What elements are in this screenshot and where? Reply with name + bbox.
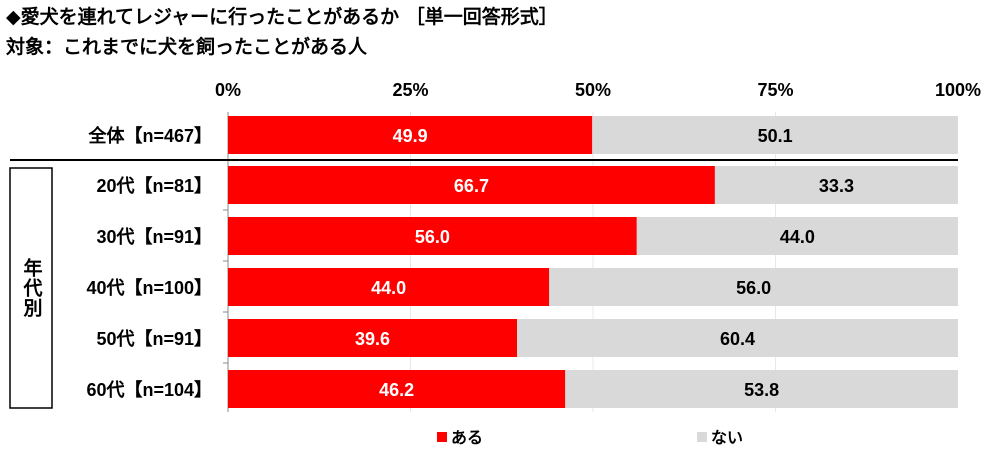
data-label: 33.3 <box>819 176 854 196</box>
group-label: 年代別 <box>20 258 42 318</box>
group-label-container: 年代別 <box>10 168 52 408</box>
legend-swatch <box>697 432 707 442</box>
category-label: 50代【n=91】 <box>96 329 212 349</box>
group-label-box <box>9 167 53 409</box>
data-label: 44.0 <box>780 227 815 247</box>
bar-nai <box>714 166 958 204</box>
x-tick-label: 25% <box>392 80 428 100</box>
data-label: 60.4 <box>720 329 755 349</box>
bar-aru <box>228 217 637 255</box>
data-label: 66.7 <box>454 176 489 196</box>
data-label: 56.0 <box>415 227 450 247</box>
category-label: 30代【n=91】 <box>96 227 212 247</box>
bar-nai <box>565 370 958 408</box>
bar-aru <box>228 268 550 306</box>
data-label: 49.9 <box>393 126 428 146</box>
x-tick-label: 100% <box>935 80 981 100</box>
bar-aru <box>228 166 715 204</box>
legend-swatch <box>437 432 447 442</box>
chart-title: ◆愛犬を連れてレジャーに行ったことがあるか ［単一回答形式］ <box>6 6 558 28</box>
bar-aru <box>228 370 566 408</box>
chart-subtitle: 対象：これまでに犬を飼ったことがある人 <box>6 36 368 58</box>
bar-nai <box>517 319 958 357</box>
category-label: 全体【n=467】 <box>87 125 212 146</box>
x-tick-label: 75% <box>757 80 793 100</box>
bar-nai <box>592 116 958 154</box>
data-label: 39.6 <box>355 329 390 349</box>
data-label: 56.0 <box>736 278 771 298</box>
bar-nai <box>549 268 958 306</box>
data-label: 53.8 <box>744 380 779 400</box>
category-label: 60代【n=104】 <box>86 380 212 400</box>
category-label: 40代【n=100】 <box>86 278 212 298</box>
legend-label: ない <box>711 429 743 447</box>
data-label: 44.0 <box>371 278 406 298</box>
x-tick-label: 50% <box>575 80 611 100</box>
data-label: 50.1 <box>758 126 793 146</box>
category-label: 20代【n=81】 <box>96 176 212 196</box>
bar-nai <box>636 217 958 255</box>
bar-aru <box>228 116 593 154</box>
data-label: 46.2 <box>379 380 414 400</box>
bar-aru <box>228 319 518 357</box>
x-tick-label: 0% <box>215 80 241 100</box>
legend-label: ある <box>451 429 483 447</box>
